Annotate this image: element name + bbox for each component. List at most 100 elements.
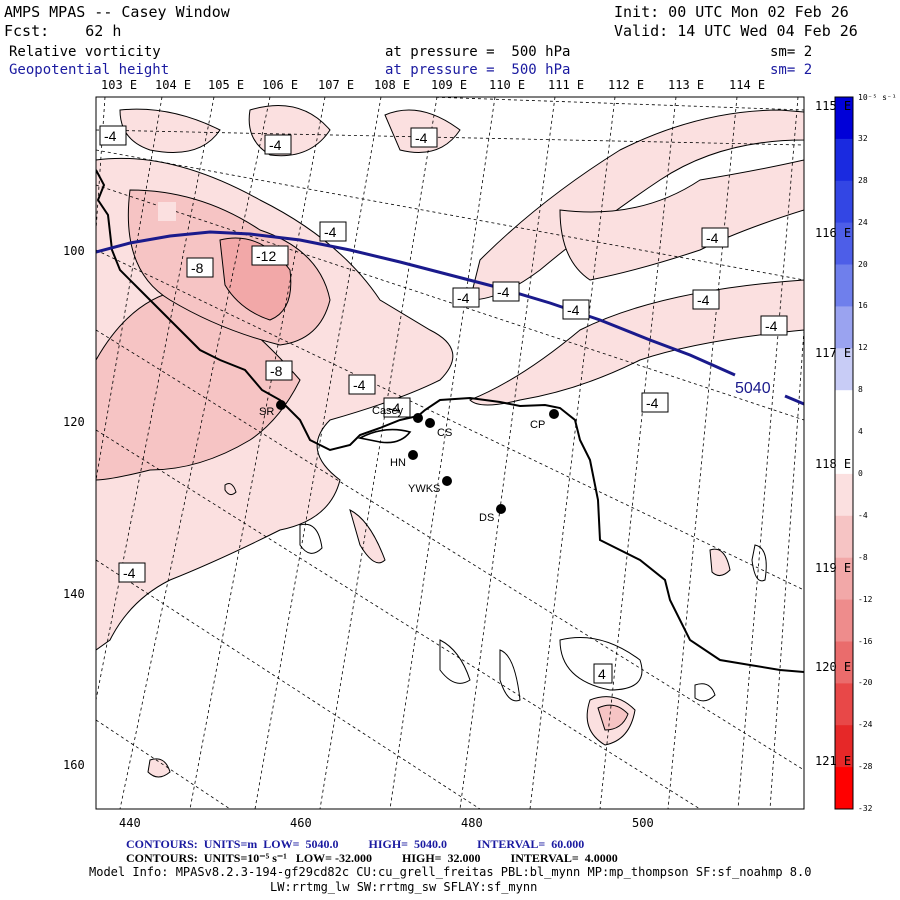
- svg-text:-12: -12: [256, 248, 276, 264]
- stations: SR Casey CS CP HN YWKS DS: [259, 400, 559, 524]
- colorbar-swatch: [835, 725, 853, 768]
- colorbar-label: 12: [858, 343, 868, 353]
- lon-label: 109 E: [431, 78, 468, 92]
- contour-label-box: -4: [562, 299, 590, 320]
- colorbar: [835, 97, 853, 810]
- colorbar-swatch: [835, 138, 853, 182]
- colorbar-swatch: [835, 432, 853, 475]
- colorbar-label: -8: [858, 552, 868, 562]
- colorbar-label: -4: [858, 510, 868, 520]
- footer-model-info-2: LW:rrtmg_lw SW:rrtmg_sw SFLAY:sf_mynn: [270, 880, 538, 894]
- svg-text:-4: -4: [415, 130, 428, 146]
- y-tick-label: 160: [63, 758, 85, 772]
- colorbar-swatch: [835, 390, 853, 433]
- lon-label-right: 118 E: [815, 457, 852, 471]
- vorticity-shading-strong: [96, 189, 629, 731]
- field1-smoothing: sm= 2: [770, 44, 813, 60]
- colorbar-swatch: [835, 683, 853, 726]
- coastline: [96, 169, 804, 673]
- colorbar-swatch: [835, 767, 853, 810]
- colorbar-label: -12: [858, 594, 873, 604]
- contour-label-box: -8: [186, 257, 214, 278]
- colorbar-label: 32: [858, 133, 868, 143]
- contour-label-box: -4: [692, 289, 720, 310]
- contour-label-box: -4: [410, 127, 438, 148]
- colorbar-label: -16: [858, 636, 873, 646]
- colorbar-swatch: [835, 97, 853, 140]
- svg-text:Casey: Casey: [372, 405, 404, 417]
- footer-vorticity-contours: CONTOURS: UNITS=10⁻⁵ s⁻¹ LOW= -32.000 HI…: [126, 851, 618, 865]
- svg-text:CP: CP: [530, 419, 545, 431]
- lon-label: 114 E: [729, 78, 766, 92]
- coastline-island: [357, 428, 412, 444]
- svg-text:4: 4: [598, 666, 606, 682]
- lon-label: 103 E: [101, 78, 138, 92]
- contour-label-box: -4: [118, 562, 146, 583]
- y-tick-label: 140: [63, 587, 85, 601]
- station-marker-ds[interactable]: DS: [479, 504, 506, 524]
- svg-text:-4: -4: [324, 224, 337, 240]
- vorticity-contours: [224, 483, 767, 702]
- svg-text:-4: -4: [646, 395, 659, 411]
- geopotential-height-contour-segment: [784, 394, 804, 406]
- lon-label-right: 117 E: [815, 346, 852, 360]
- geopotential-height-contour: [96, 230, 736, 377]
- lon-label: 111 E: [548, 78, 585, 92]
- height-contour-label: 5040: [735, 380, 771, 397]
- colorbar-swatch: [835, 222, 853, 265]
- contour-label-box: -4: [348, 374, 376, 395]
- init-time: Init: 00 UTC Mon 02 Feb 26: [614, 3, 849, 21]
- field2-smoothing: sm= 2: [770, 62, 813, 78]
- lon-label-right: 115 E: [815, 99, 852, 113]
- map-frame: [95, 96, 805, 810]
- lon-label: 113 E: [668, 78, 705, 92]
- colorbar-frame: [834, 96, 854, 810]
- svg-text:-4: -4: [697, 292, 710, 308]
- lon-label: 106 E: [262, 78, 299, 92]
- colorbar-label: 4: [858, 427, 863, 437]
- lon-label-right: 121 E: [815, 754, 852, 768]
- svg-text:-4: -4: [269, 137, 282, 153]
- colorbar-label: 8: [858, 385, 863, 395]
- contour-label-box: -4: [701, 227, 729, 248]
- station-marker-casey[interactable]: Casey: [372, 405, 423, 423]
- contour-label-box: -8: [265, 360, 293, 381]
- station-marker-cs[interactable]: CS: [425, 418, 452, 439]
- contour-label-box: -12: [251, 245, 289, 266]
- station-marker-sr[interactable]: SR: [259, 400, 286, 418]
- x-tick-label: 460: [290, 816, 312, 830]
- svg-text:-8: -8: [191, 260, 204, 276]
- colorbar-label: 0: [858, 468, 863, 478]
- lon-label: 107 E: [318, 78, 355, 92]
- colorbar-swatch: [835, 348, 853, 391]
- station-marker-ywks[interactable]: YWKS: [408, 476, 452, 495]
- colorbar-label: 28: [858, 175, 868, 185]
- station-marker-cp[interactable]: CP: [530, 409, 559, 431]
- station-marker-hn[interactable]: HN: [390, 450, 418, 469]
- svg-text:DS: DS: [479, 512, 494, 524]
- lon-label: 112 E: [608, 78, 645, 92]
- lon-label: 105 E: [208, 78, 245, 92]
- svg-text:-4: -4: [388, 400, 401, 416]
- contour-label-box: -4: [641, 392, 669, 413]
- forecast-hour: Fcst: 62 h: [4, 22, 122, 40]
- colorbar-swatch: [835, 557, 853, 601]
- colorbar-label: -20: [858, 678, 873, 688]
- svg-text:SR: SR: [259, 406, 274, 418]
- x-tick-label: 440: [119, 816, 141, 830]
- svg-text:HN: HN: [390, 457, 406, 469]
- contour-label-box: -4: [492, 281, 520, 302]
- footer-height-contours: CONTOURS: UNITS=m LOW= 5040.0 HIGH= 5040…: [126, 837, 585, 851]
- colorbar-label: 24: [858, 217, 868, 227]
- x-tick-label: 480: [461, 816, 483, 830]
- field2-level: at pressure = 500 hPa: [385, 62, 571, 78]
- svg-text:-8: -8: [270, 363, 283, 379]
- svg-text:-4: -4: [765, 318, 778, 334]
- svg-text:-4: -4: [123, 565, 136, 581]
- contour-label-box: -4: [99, 125, 127, 146]
- contour-labels: -4 -4 -4 -8 -12 -4 -4 -4 -4 -4 -4 -4 -4 …: [99, 125, 788, 684]
- contour-label-box: -4: [264, 134, 292, 155]
- field2-name: Geopotential height: [9, 62, 170, 78]
- contour-label-box: 4: [593, 663, 613, 684]
